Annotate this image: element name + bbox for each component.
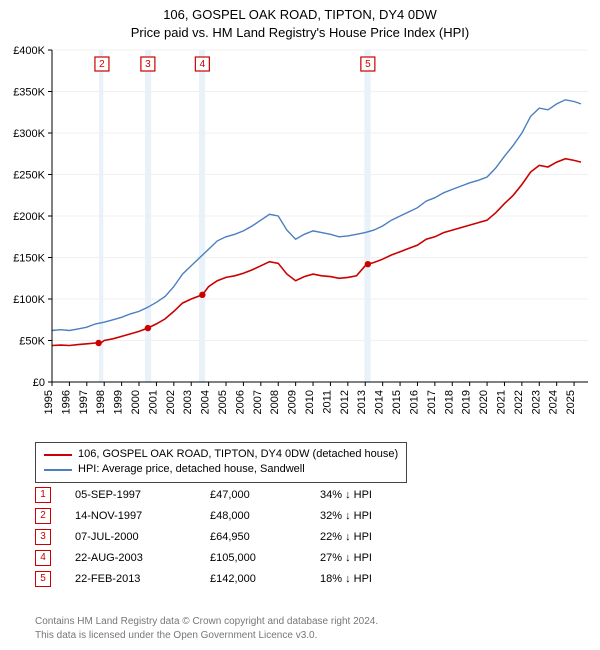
legend-swatch: [44, 454, 72, 456]
legend-item: HPI: Average price, detached house, Sand…: [44, 462, 398, 477]
figure-root: 106, GOSPEL OAK ROAD, TIPTON, DY4 0DW Pr…: [0, 0, 600, 650]
x-tick-label: 2013: [356, 390, 368, 414]
legend: 106, GOSPEL OAK ROAD, TIPTON, DY4 0DW (d…: [35, 442, 407, 483]
legend-swatch: [44, 469, 72, 471]
chart: £0 £50K £100K £150K £200K £250K £300K £350K £400…: [0, 42, 600, 442]
x-tick-label: 2022: [513, 390, 525, 414]
x-tick-label: 2002: [165, 390, 177, 414]
y-tick-label: £100K: [13, 294, 45, 306]
chart-svg: £0 £50K £100K £150K £200K £250K £300K £350K £400…: [0, 42, 600, 442]
sale-marker-number: 4: [200, 59, 206, 70]
title-address: 106, GOSPEL OAK ROAD, TIPTON, DY4 0DW: [0, 6, 600, 24]
x-tick-label: 2010: [304, 390, 316, 414]
y-tick-label: £200K: [13, 211, 45, 223]
y-tick-label: £0: [33, 377, 45, 389]
x-tick-label: 1997: [78, 390, 90, 414]
footer-line-1: Contains HM Land Registry data © Crown c…: [35, 615, 378, 629]
x-tick-label: 2008: [269, 390, 281, 414]
transaction-row: 2 14-NOV-1997£48,00032% ↓ HPI: [35, 505, 430, 526]
transaction-date: 07-JUL-2000: [75, 531, 210, 543]
transaction-marker: 2: [35, 508, 51, 524]
y-tick-label: £250K: [13, 170, 45, 182]
sale-marker-number: 3: [145, 59, 151, 70]
transaction-row: 1 05-SEP-1997£47,00034% ↓ HPI: [35, 484, 430, 505]
transaction-diff: 22% ↓ HPI: [320, 531, 430, 543]
x-tick-label: 2023: [530, 390, 542, 414]
transaction-date: 22-AUG-2003: [75, 552, 210, 564]
x-tick-label: 2014: [374, 390, 386, 414]
y-tick-label: £300K: [13, 128, 45, 140]
transaction-row: 4 22-AUG-2003£105,00027% ↓ HPI: [35, 547, 430, 568]
x-tick-label: 2025: [565, 390, 577, 414]
x-tick-label: 2004: [200, 390, 212, 414]
transaction-marker: 3: [35, 529, 51, 545]
sale-point: [95, 340, 101, 346]
x-tick-label: 2016: [408, 390, 420, 414]
transaction-date: 05-SEP-1997: [75, 489, 210, 501]
x-tick-label: 2015: [391, 390, 403, 414]
y-tick-label: £400K: [13, 45, 45, 57]
x-tick-label: 2012: [339, 390, 351, 414]
x-tick-label: 2001: [147, 390, 159, 414]
x-tick-label: 2007: [252, 390, 264, 414]
x-tick-label: 2018: [443, 390, 455, 414]
legend-label: 106, GOSPEL OAK ROAD, TIPTON, DY4 0DW (d…: [78, 447, 398, 462]
y-tick-label: £150K: [13, 253, 45, 265]
x-tick-label: 2020: [478, 390, 490, 414]
x-tick-label: 1999: [113, 390, 125, 414]
x-tick-label: 2000: [130, 390, 142, 414]
x-tick-label: 1995: [43, 390, 55, 414]
transaction-price: £105,000: [210, 552, 320, 564]
transaction-row: 5 22-FEB-2013£142,00018% ↓ HPI: [35, 568, 430, 589]
transaction-marker: 4: [35, 550, 51, 566]
sale-marker-number: 2: [99, 59, 105, 70]
y-tick-label: £50K: [19, 336, 45, 348]
legend-label: HPI: Average price, detached house, Sand…: [78, 462, 305, 477]
sale-point: [145, 325, 151, 331]
transaction-price: £142,000: [210, 573, 320, 585]
x-tick-label: 2017: [426, 390, 438, 414]
x-tick-label: 1996: [60, 390, 72, 414]
sale-point: [365, 261, 371, 267]
transaction-marker: 1: [35, 487, 51, 503]
sale-marker-number: 5: [365, 59, 371, 70]
x-tick-label: 2003: [182, 390, 194, 414]
transaction-diff: 18% ↓ HPI: [320, 573, 430, 585]
transaction-marker: 5: [35, 571, 51, 587]
x-tick-label: 2011: [321, 390, 333, 414]
transaction-diff: 34% ↓ HPI: [320, 489, 430, 501]
legend-item: 106, GOSPEL OAK ROAD, TIPTON, DY4 0DW (d…: [44, 447, 398, 462]
transactions-table: 1 05-SEP-1997£47,00034% ↓ HPI 2 14-NOV-1997…: [35, 484, 430, 589]
sale-point: [199, 292, 205, 298]
transaction-price: £48,000: [210, 510, 320, 522]
x-tick-label: 2009: [287, 390, 299, 414]
transaction-price: £64,950: [210, 531, 320, 543]
transaction-price: £47,000: [210, 489, 320, 501]
x-tick-label: 2019: [461, 390, 473, 414]
series-hpi: [52, 100, 581, 331]
x-tick-label: 2005: [217, 390, 229, 414]
title-subtitle: Price paid vs. HM Land Registry's House …: [0, 24, 600, 42]
footer-attribution: Contains HM Land Registry data © Crown c…: [35, 615, 378, 642]
transaction-diff: 32% ↓ HPI: [320, 510, 430, 522]
transaction-date: 14-NOV-1997: [75, 510, 210, 522]
series-property: [52, 159, 581, 346]
transaction-diff: 27% ↓ HPI: [320, 552, 430, 564]
x-tick-label: 1998: [95, 390, 107, 414]
x-tick-label: 2021: [495, 390, 507, 414]
title-block: 106, GOSPEL OAK ROAD, TIPTON, DY4 0DW Pr…: [0, 0, 600, 41]
transaction-row: 3 07-JUL-2000£64,95022% ↓ HPI: [35, 526, 430, 547]
x-tick-label: 2024: [548, 390, 560, 414]
y-tick-label: £350K: [13, 87, 45, 99]
x-tick-label: 2006: [234, 390, 246, 414]
transaction-date: 22-FEB-2013: [75, 573, 210, 585]
footer-line-2: This data is licensed under the Open Gov…: [35, 629, 378, 643]
